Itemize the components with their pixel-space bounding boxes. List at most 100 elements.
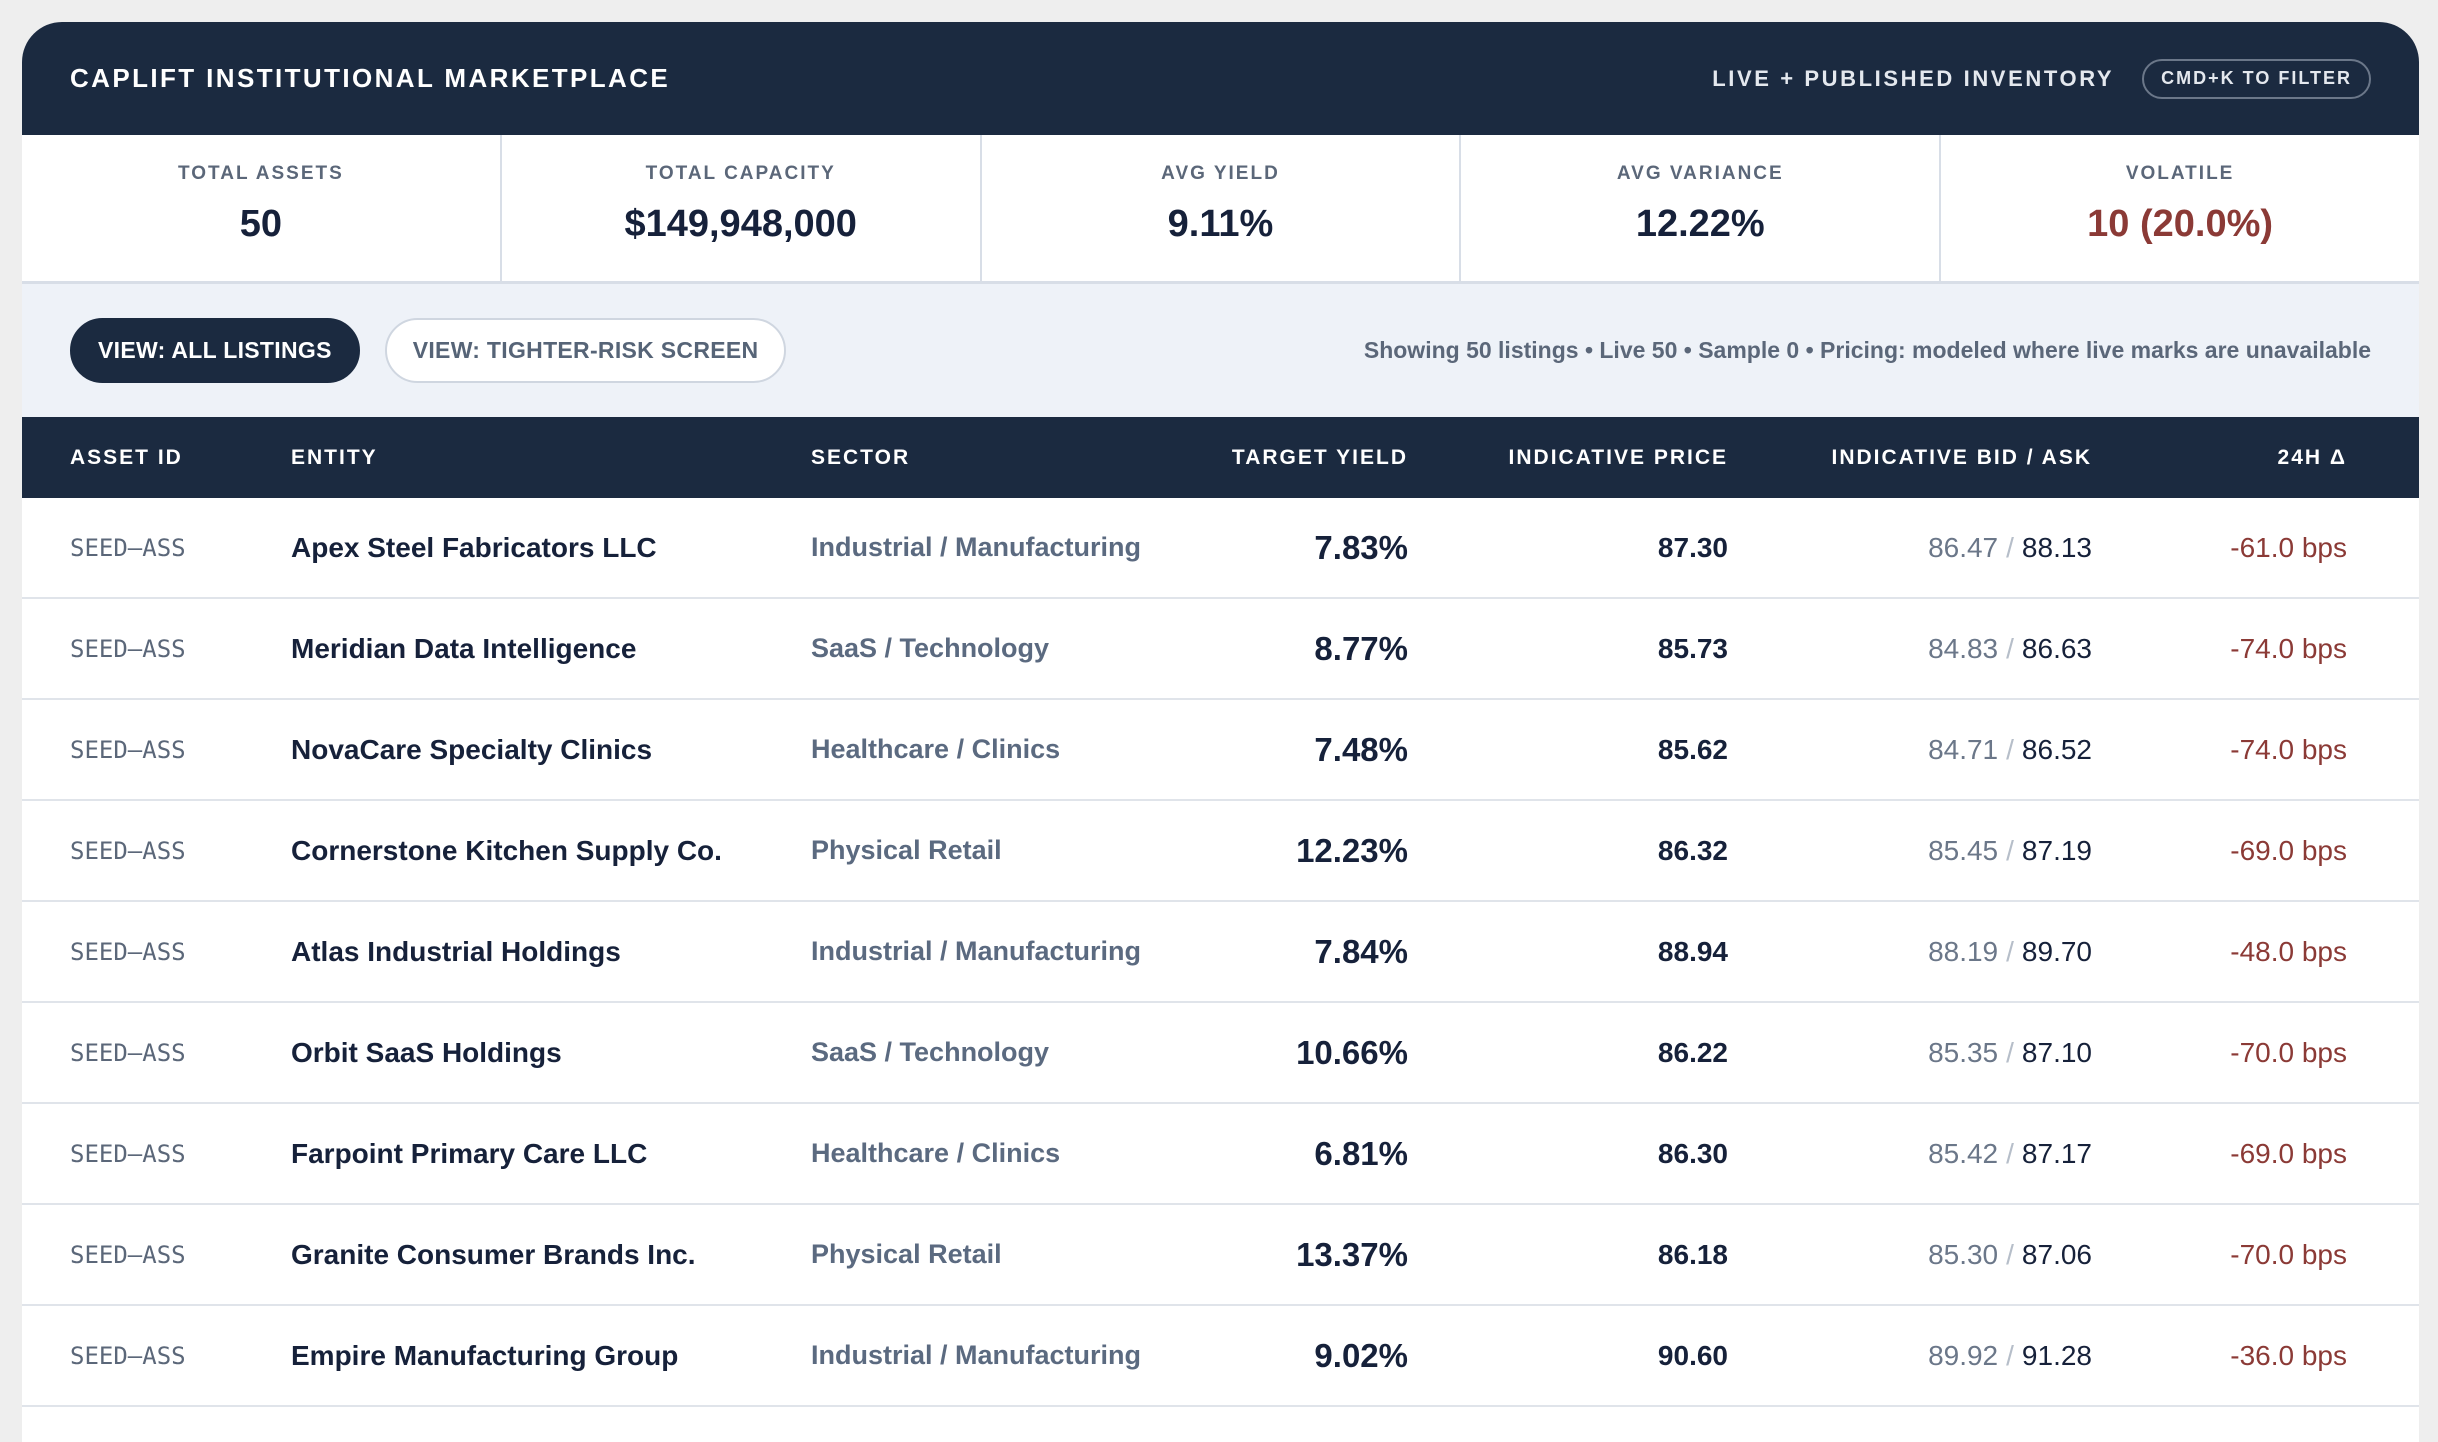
table-row[interactable]: SEED–ASS Cornerstone Kitchen Supply Co. …: [22, 801, 2419, 902]
indicative-price: 87.30: [1657, 531, 1728, 563]
stat-value: 10 (20.0%): [2087, 203, 2274, 245]
change-24h: -70.0 bps: [2230, 1238, 2347, 1270]
ask-value: 86.63: [2021, 632, 2092, 664]
ask-value: 88.13: [2021, 531, 2092, 563]
stat-total-assets: TOTAL ASSETS 50: [22, 135, 502, 281]
asset-id: SEED–ASS: [70, 634, 186, 663]
entity-name[interactable]: Apex Steel Fabricators LLC: [291, 531, 657, 563]
sector: Physical Retail: [811, 1239, 1002, 1269]
bid-ask-separator: /: [2006, 733, 2014, 765]
stats-strip: TOTAL ASSETS 50 TOTAL CAPACITY $149,948,…: [22, 135, 2419, 284]
change-24h: -48.0 bps: [2230, 935, 2347, 967]
change-24h: -74.0 bps: [2230, 733, 2347, 765]
inventory-label: LIVE + PUBLISHED INVENTORY: [1712, 65, 2115, 91]
asset-id: SEED–ASS: [70, 1341, 186, 1370]
asset-id: SEED–ASS: [70, 533, 186, 562]
bid-ask-separator: /: [2006, 1339, 2014, 1371]
sector: SaaS / Technology: [811, 1037, 1050, 1067]
change-24h: -69.0 bps: [2230, 834, 2347, 866]
stat-label: TOTAL ASSETS: [177, 163, 344, 184]
column-header-24h-delta[interactable]: 24H Δ: [2277, 445, 2347, 469]
target-yield: 7.83%: [1314, 528, 1408, 566]
table-row[interactable]: SEED–ASS NovaCare Specialty Clinics Heal…: [22, 700, 2419, 801]
top-bar-right: LIVE + PUBLISHED INVENTORY CMD+K TO FILT…: [1712, 58, 2371, 99]
column-header-target-yield[interactable]: TARGET YIELD: [1231, 445, 1408, 469]
bid-ask: 85.30/87.06: [1928, 1239, 2092, 1271]
column-header-indicative-price[interactable]: INDICATIVE PRICE: [1508, 445, 1728, 469]
indicative-price: 88.94: [1657, 935, 1728, 967]
entity-name[interactable]: Atlas Industrial Holdings: [291, 935, 621, 967]
sector: Industrial / Manufacturing: [811, 532, 1142, 562]
sector: Physical Retail: [811, 835, 1002, 865]
table-body: SEED–ASS Apex Steel Fabricators LLC Indu…: [22, 498, 2419, 1407]
filter-shortcut-button[interactable]: CMD+K TO FILTER: [2142, 58, 2371, 99]
view-tighter-risk-button[interactable]: VIEW: TIGHTER-RISK SCREEN: [384, 318, 787, 383]
sector: Healthcare / Clinics: [811, 1138, 1061, 1168]
bid-value: 85.30: [1928, 1238, 1999, 1270]
listing-summary: Showing 50 listings • Live 50 • Sample 0…: [1363, 337, 2371, 363]
table-row[interactable]: SEED–ASS Farpoint Primary Care LLC Healt…: [22, 1104, 2419, 1205]
view-all-listings-button[interactable]: VIEW: ALL LISTINGS: [70, 318, 360, 383]
table-row[interactable]: SEED–ASS Apex Steel Fabricators LLC Indu…: [22, 498, 2419, 599]
indicative-price: 86.32: [1657, 834, 1728, 866]
bid-ask: 88.19/89.70: [1928, 936, 2092, 968]
ask-value: 91.28: [2021, 1339, 2092, 1371]
ask-value: 87.06: [2021, 1238, 2092, 1270]
sector: SaaS / Technology: [811, 633, 1050, 663]
change-24h: -69.0 bps: [2230, 1137, 2347, 1169]
indicative-price: 86.30: [1657, 1137, 1728, 1169]
bid-ask-separator: /: [2006, 1137, 2014, 1169]
stat-label: AVG YIELD: [1161, 163, 1280, 184]
stat-label: AVG VARIANCE: [1616, 163, 1784, 184]
table-row[interactable]: SEED–ASS Meridian Data Intelligence SaaS…: [22, 599, 2419, 700]
bid-ask-separator: /: [2006, 834, 2014, 866]
table-row[interactable]: SEED–ASS Atlas Industrial Holdings Indus…: [22, 902, 2419, 1003]
sector: Healthcare / Clinics: [811, 734, 1061, 764]
column-header-asset-id[interactable]: ASSET ID: [70, 445, 183, 469]
target-yield: 9.02%: [1314, 1336, 1408, 1374]
app-title: CAPLIFT INSTITUTIONAL MARKETPLACE: [70, 63, 671, 93]
ask-value: 87.10: [2021, 1036, 2092, 1068]
target-yield: 13.37%: [1296, 1235, 1408, 1273]
table-row[interactable]: SEED–ASS Empire Manufacturing Group Indu…: [22, 1306, 2419, 1407]
bid-value: 85.35: [1928, 1036, 1999, 1068]
target-yield: 12.23%: [1296, 831, 1408, 869]
entity-name[interactable]: Granite Consumer Brands Inc.: [291, 1238, 696, 1270]
table-row[interactable]: SEED–ASS Orbit SaaS Holdings SaaS / Tech…: [22, 1003, 2419, 1104]
bid-ask: 85.45/87.19: [1928, 835, 2092, 867]
bid-ask-separator: /: [2006, 531, 2014, 563]
bid-ask: 84.83/86.63: [1928, 633, 2092, 665]
entity-name[interactable]: Empire Manufacturing Group: [291, 1339, 679, 1371]
bid-ask: 85.35/87.10: [1928, 1037, 2092, 1069]
column-header-sector[interactable]: SECTOR: [811, 445, 911, 469]
stat-volatile: VOLATILE 10 (20.0%): [1941, 135, 2419, 281]
entity-name[interactable]: Farpoint Primary Care LLC: [291, 1137, 648, 1169]
entity-name[interactable]: Orbit SaaS Holdings: [291, 1036, 562, 1068]
asset-id: SEED–ASS: [70, 735, 186, 764]
ask-value: 86.52: [2021, 733, 2092, 765]
table-header: ASSET ID ENTITY SECTOR TARGET YIELD INDI…: [22, 417, 2419, 498]
bid-value: 88.19: [1928, 935, 1999, 967]
indicative-price: 86.18: [1657, 1238, 1728, 1270]
indicative-price: 90.60: [1657, 1339, 1728, 1371]
bid-value: 85.42: [1928, 1137, 1999, 1169]
bid-value: 86.47: [1928, 531, 1999, 563]
column-header-entity[interactable]: ENTITY: [291, 445, 378, 469]
bid-ask: 85.42/87.17: [1928, 1138, 2092, 1170]
asset-id: SEED–ASS: [70, 1139, 186, 1168]
bid-ask-separator: /: [2006, 1238, 2014, 1270]
marketplace-panel: CAPLIFT INSTITUTIONAL MARKETPLACE LIVE +…: [22, 22, 2419, 1442]
change-24h: -74.0 bps: [2230, 632, 2347, 664]
entity-name[interactable]: Cornerstone Kitchen Supply Co.: [291, 834, 722, 866]
entity-name[interactable]: NovaCare Specialty Clinics: [291, 733, 653, 765]
indicative-price: 85.62: [1657, 733, 1728, 765]
stat-value: $149,948,000: [624, 203, 857, 245]
asset-id: SEED–ASS: [70, 937, 186, 966]
bid-value: 89.92: [1928, 1339, 1999, 1371]
target-yield: 7.48%: [1314, 730, 1408, 768]
entity-name[interactable]: Meridian Data Intelligence: [291, 632, 637, 664]
column-header-bid-ask[interactable]: INDICATIVE BID / ASK: [1831, 445, 2092, 469]
table-row[interactable]: SEED–ASS Granite Consumer Brands Inc. Ph…: [22, 1205, 2419, 1306]
sector: Industrial / Manufacturing: [811, 936, 1142, 966]
bid-ask: 86.47/88.13: [1928, 532, 2092, 564]
